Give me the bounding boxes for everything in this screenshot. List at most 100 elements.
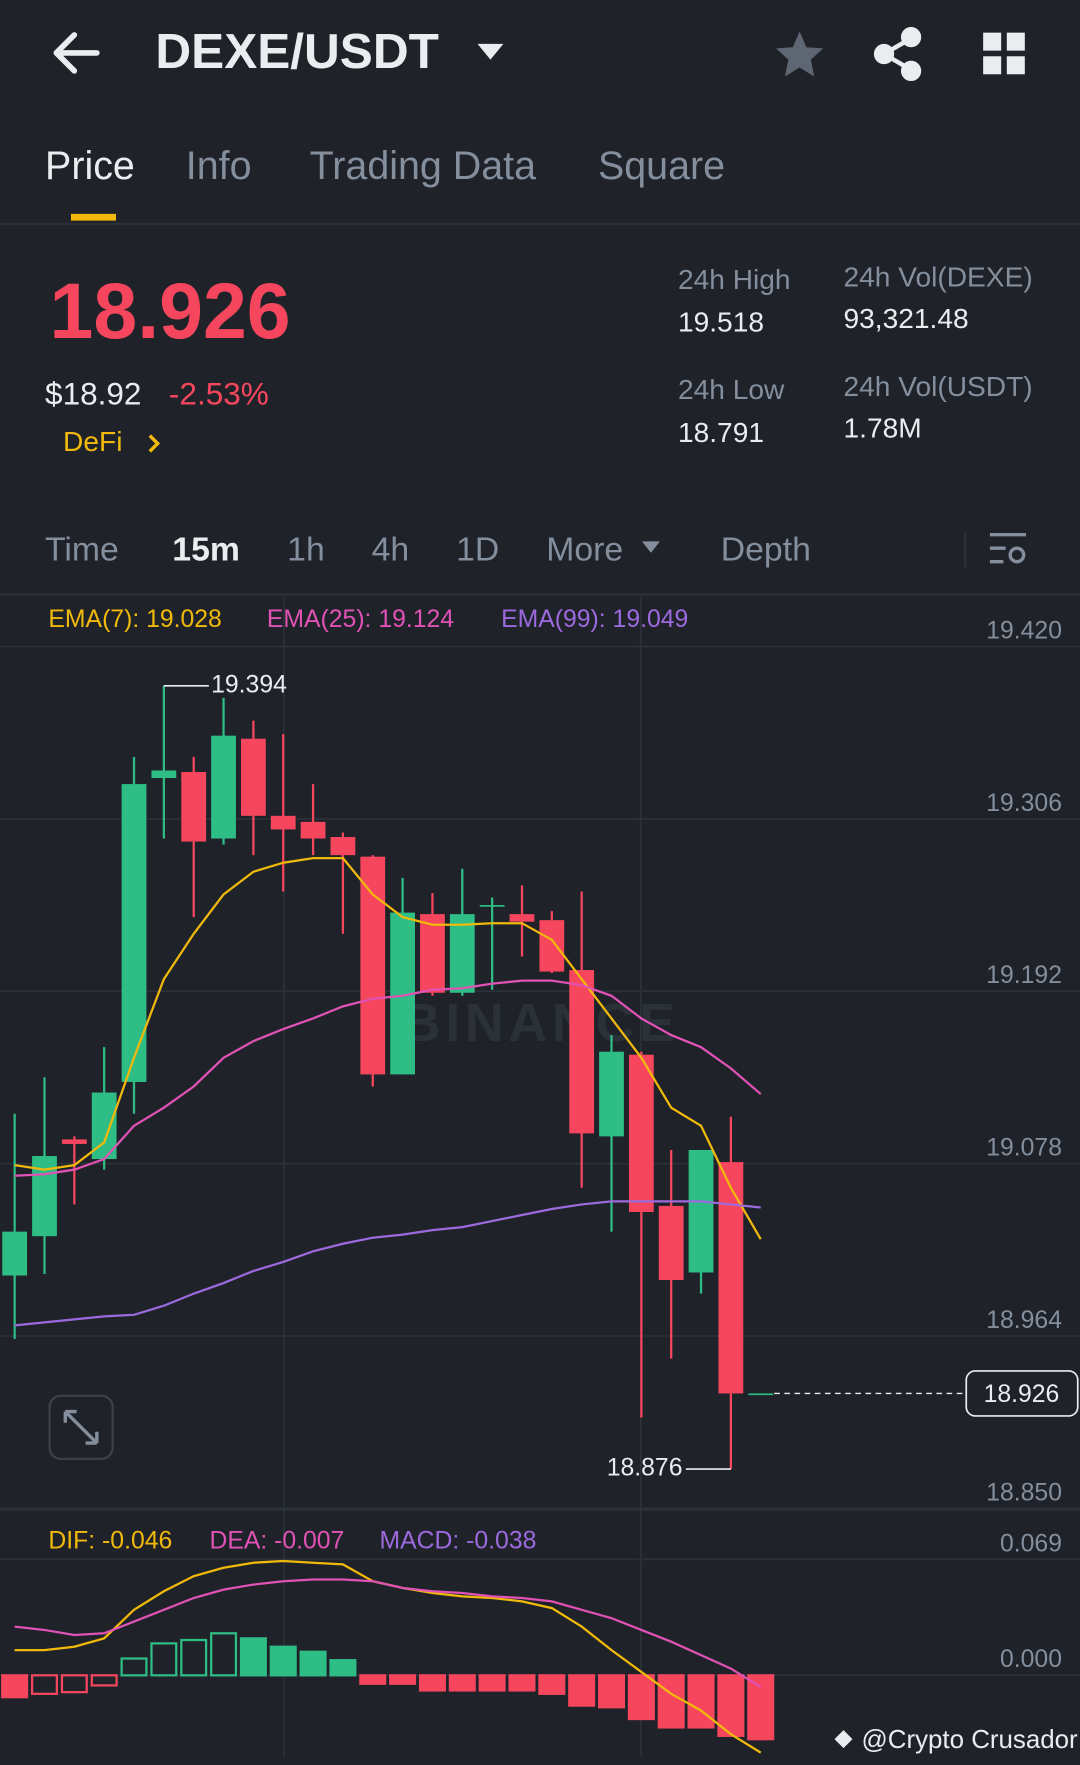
candle-body: [181, 771, 207, 842]
candle-body: [509, 914, 535, 922]
interval[interactable]: 4h: [372, 530, 410, 568]
tab[interactable]: Info: [186, 144, 252, 188]
favorite-icon[interactable]: [775, 31, 824, 77]
footer-credit: @Crypto Crusador: [862, 1726, 1079, 1754]
macd-bar: [508, 1674, 536, 1692]
interval[interactable]: 1h: [287, 530, 325, 568]
candle-body: [628, 1054, 654, 1212]
macd-bar: [747, 1674, 775, 1741]
macd-bar: [1, 1674, 29, 1699]
macd-bar: [657, 1674, 685, 1729]
macd-bar: [359, 1674, 387, 1685]
candle-body: [449, 914, 475, 993]
macd-bar: [448, 1674, 476, 1692]
expand-button[interactable]: [48, 1394, 114, 1460]
stat-label: 24h High: [678, 264, 791, 295]
candle-body: [539, 920, 565, 972]
sector-link[interactable]: DeFi: [63, 426, 122, 457]
macd-bar: [568, 1674, 596, 1707]
last-price-box: [965, 1370, 1079, 1417]
macd-bar: [150, 1642, 178, 1677]
stat-value: 93,321.48: [844, 303, 969, 334]
layout-cell: [983, 32, 1002, 51]
share-dot: [873, 43, 895, 65]
pair-dropdown[interactable]: [477, 43, 504, 60]
candle-body: [718, 1162, 744, 1394]
candle-body: [688, 1149, 714, 1273]
tab-active[interactable]: Price: [45, 144, 135, 188]
legend-entry: EMA(7): 19.028: [48, 606, 221, 633]
tab-indicator: [70, 213, 116, 221]
candle-body: [241, 738, 266, 816]
macd-bar: [478, 1674, 506, 1692]
share-dot: [900, 27, 922, 48]
interval[interactable]: Time: [45, 530, 119, 568]
watermark: BINANCE: [402, 993, 680, 1053]
pair-title[interactable]: DEXE/USDT: [155, 24, 438, 79]
candle-body: [658, 1205, 684, 1281]
interval[interactable]: 1D: [456, 530, 499, 568]
macd-bar: [717, 1674, 745, 1737]
macd-bar: [687, 1674, 715, 1729]
back-button[interactable]: [53, 32, 100, 74]
high-label: 19.394: [211, 671, 287, 698]
macd-bar: [210, 1632, 238, 1677]
stat-value: 19.518: [678, 307, 764, 338]
expand-icon: [63, 1409, 99, 1445]
candle-body: [330, 837, 356, 856]
macd-bar: [538, 1674, 566, 1695]
share-dot: [900, 60, 922, 82]
y-tick-label: 0.069: [1000, 1530, 1062, 1557]
candle-body: [2, 1231, 28, 1276]
macd-bar: [180, 1638, 208, 1677]
divider: [0, 593, 1080, 596]
y-tick-label: 19.078: [986, 1135, 1062, 1162]
candle-body: [151, 770, 177, 779]
stat-label: 24h Vol(USDT): [844, 371, 1033, 402]
last-price-label: 18.926: [984, 1381, 1060, 1408]
macd-bar: [60, 1674, 88, 1694]
y-tick-label: 19.306: [986, 790, 1062, 817]
interval[interactable]: More: [546, 530, 623, 568]
candle-body: [748, 1393, 774, 1396]
macd-bar: [239, 1637, 267, 1677]
indicator-line: [14, 1200, 761, 1327]
legend-entry: DIF: -0.046: [48, 1528, 172, 1555]
indicator-line: [14, 1578, 762, 1689]
price-change: -2.53%: [169, 376, 269, 412]
y-tick-label: 19.192: [986, 962, 1062, 989]
tab[interactable]: Square: [598, 144, 725, 188]
candle-body: [569, 970, 595, 1134]
legend-entry: MACD: -0.038: [380, 1528, 537, 1555]
candle-body: [360, 856, 386, 1075]
y-tick-label: 18.964: [986, 1307, 1062, 1334]
last-price: 18.926: [50, 267, 291, 355]
macd-bar: [627, 1674, 655, 1721]
macd-bar: [597, 1674, 626, 1709]
macd-bar: [418, 1674, 446, 1692]
interval-active[interactable]: 15m: [172, 530, 240, 568]
legend-entry: EMA(99): 19.049: [501, 606, 688, 633]
tab[interactable]: Trading Data: [310, 144, 536, 188]
macd-bar: [329, 1659, 357, 1677]
interval[interactable]: Depth: [721, 530, 811, 568]
layout-cell: [1006, 56, 1025, 75]
more-dropdown: [641, 541, 660, 553]
stat-value: 18.791: [678, 417, 764, 448]
candle-body: [300, 821, 326, 839]
legend-entry: EMA(25): 19.124: [267, 606, 454, 633]
low-label: 18.876: [607, 1455, 683, 1482]
y-tick-label: 19.420: [986, 617, 1062, 644]
layout-icon[interactable]: [983, 32, 1025, 75]
share-icon[interactable]: [873, 27, 922, 82]
macd-bar: [90, 1674, 118, 1687]
macd-bar: [30, 1674, 58, 1695]
macd-bar: [299, 1650, 327, 1677]
chart-settings[interactable]: [989, 532, 1026, 564]
candle-body: [211, 735, 236, 839]
layout-cell: [1006, 32, 1025, 51]
stat-label: 24h Vol(DEXE): [844, 262, 1033, 293]
macd-bar: [120, 1657, 148, 1677]
